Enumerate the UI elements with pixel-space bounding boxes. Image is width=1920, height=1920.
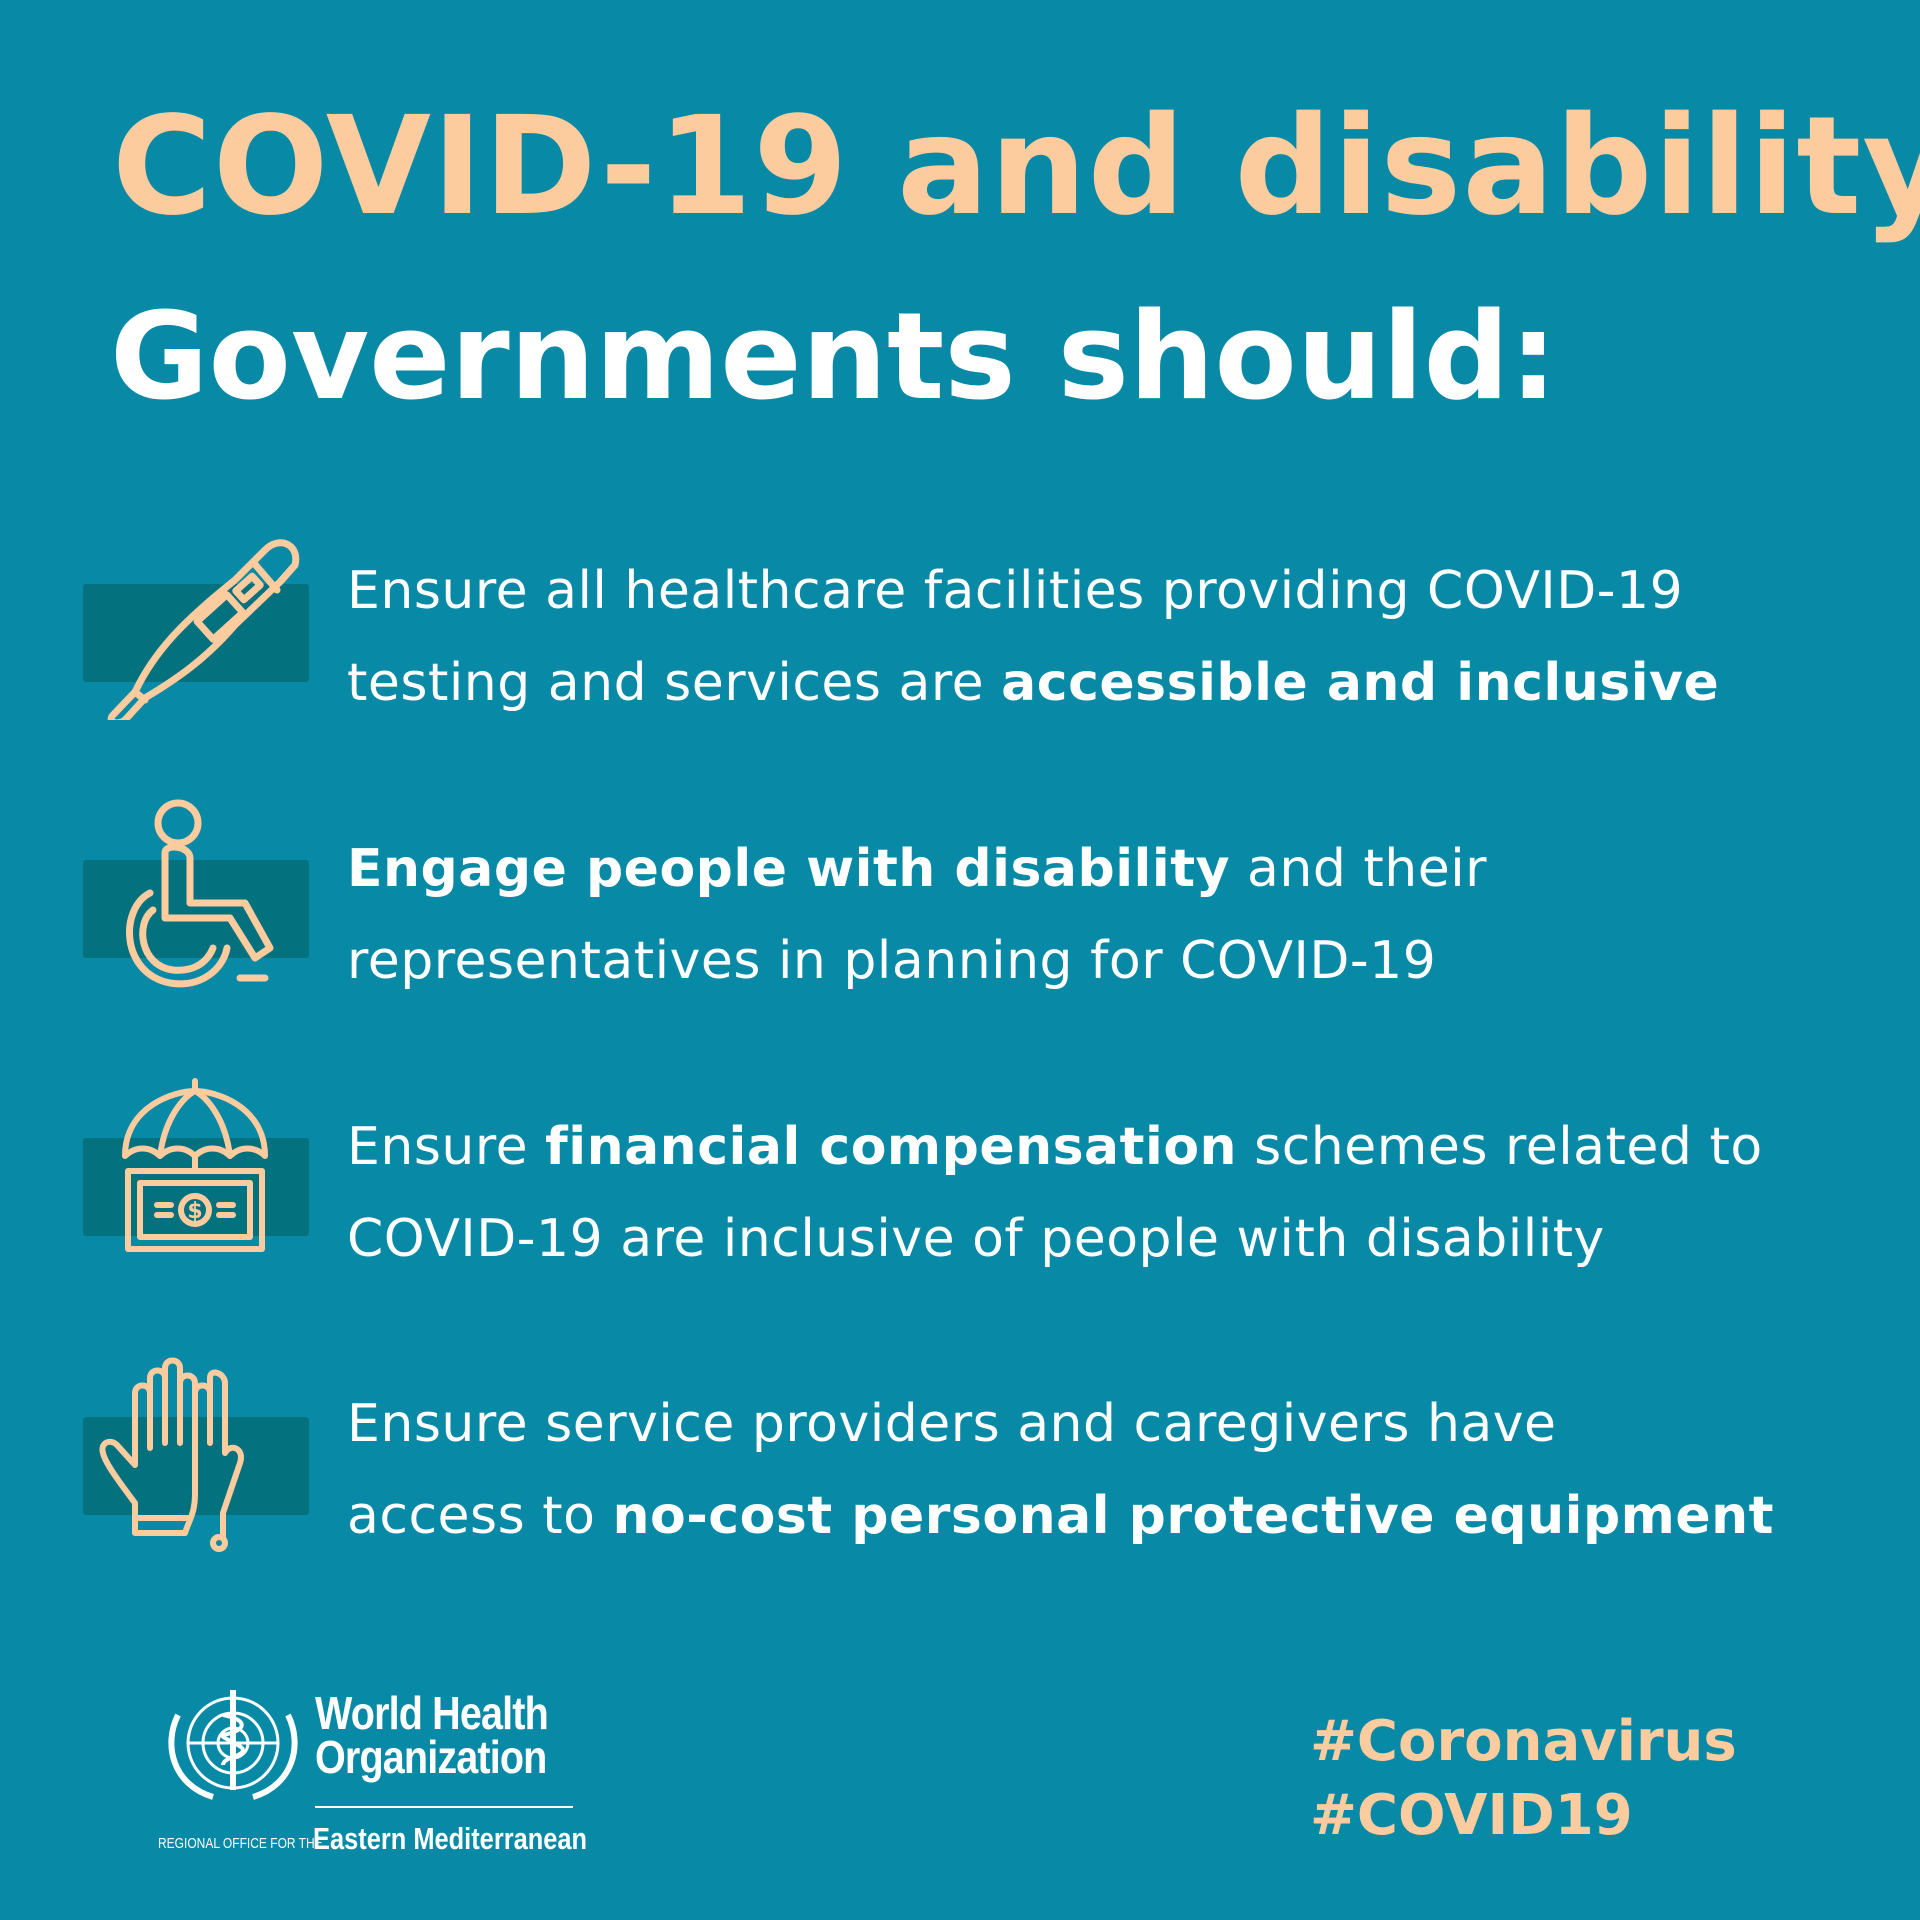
who-logo: World Health Organization REGIONAL OFFIC… [155, 1685, 595, 1865]
region-prefix: REGIONAL OFFICE FOR THE [158, 1835, 323, 1852]
text-line: Ensure service providers and caregivers … [347, 1394, 1557, 1454]
item-text: Ensure service providers and caregivers … [347, 1378, 1774, 1562]
region-name: Eastern Mediterranean [313, 1821, 588, 1856]
divider [315, 1806, 573, 1808]
list-item: Ensure all healthcare facilities providi… [0, 520, 1920, 720]
bold-text: Engage people with disability [347, 839, 1230, 899]
item-text: Ensure all healthcare facilities providi… [347, 545, 1719, 729]
thermometer-icon [107, 539, 300, 720]
hashtag: #COVID19 [1310, 1783, 1633, 1848]
bold-text: accessible and inclusive [1001, 653, 1720, 713]
text-line: Ensure all healthcare facilities providi… [347, 561, 1684, 621]
list-item: $ Ensure financial compensation schemes … [0, 1076, 1920, 1276]
hashtags: #Coronavirus #COVID19 [1310, 1705, 1737, 1853]
wheelchair-icon [126, 799, 274, 988]
who-name-line: Organization [315, 1731, 547, 1783]
text-line: access to [347, 1486, 613, 1546]
who-name: World Health Organization [315, 1687, 549, 1783]
page-title: COVID-19 and disability [112, 88, 1920, 246]
bold-text: financial compensation [545, 1117, 1238, 1177]
page-subtitle: Governments should: [110, 288, 1558, 427]
list-item: Ensure service providers and caregivers … [0, 1353, 1920, 1553]
gloves-icon [99, 1357, 244, 1552]
hashtag: #Coronavirus [1310, 1709, 1737, 1774]
stripe-decoration [83, 860, 309, 958]
item-text: Ensure financial compensation schemes re… [347, 1101, 1763, 1285]
umbrella-money-icon: $ [122, 1078, 268, 1252]
item-text: Engage people with disability and their … [347, 823, 1487, 1007]
text-line: schemes related to [1237, 1117, 1763, 1177]
list-item: Engage people with disability and their … [0, 798, 1920, 998]
text-line: representatives in planning for COVID-19 [347, 931, 1437, 991]
who-name-line: World Health [315, 1687, 549, 1739]
text-line: Ensure [347, 1117, 546, 1177]
text-line: COVID-19 are inclusive of people with di… [347, 1209, 1605, 1269]
who-emblem-icon [168, 1690, 298, 1800]
svg-text:$: $ [187, 1199, 202, 1224]
bold-text: no-cost personal protective equipment [612, 1486, 1774, 1546]
text-line: testing and services are [347, 653, 1002, 713]
text-line: and their [1229, 839, 1488, 899]
